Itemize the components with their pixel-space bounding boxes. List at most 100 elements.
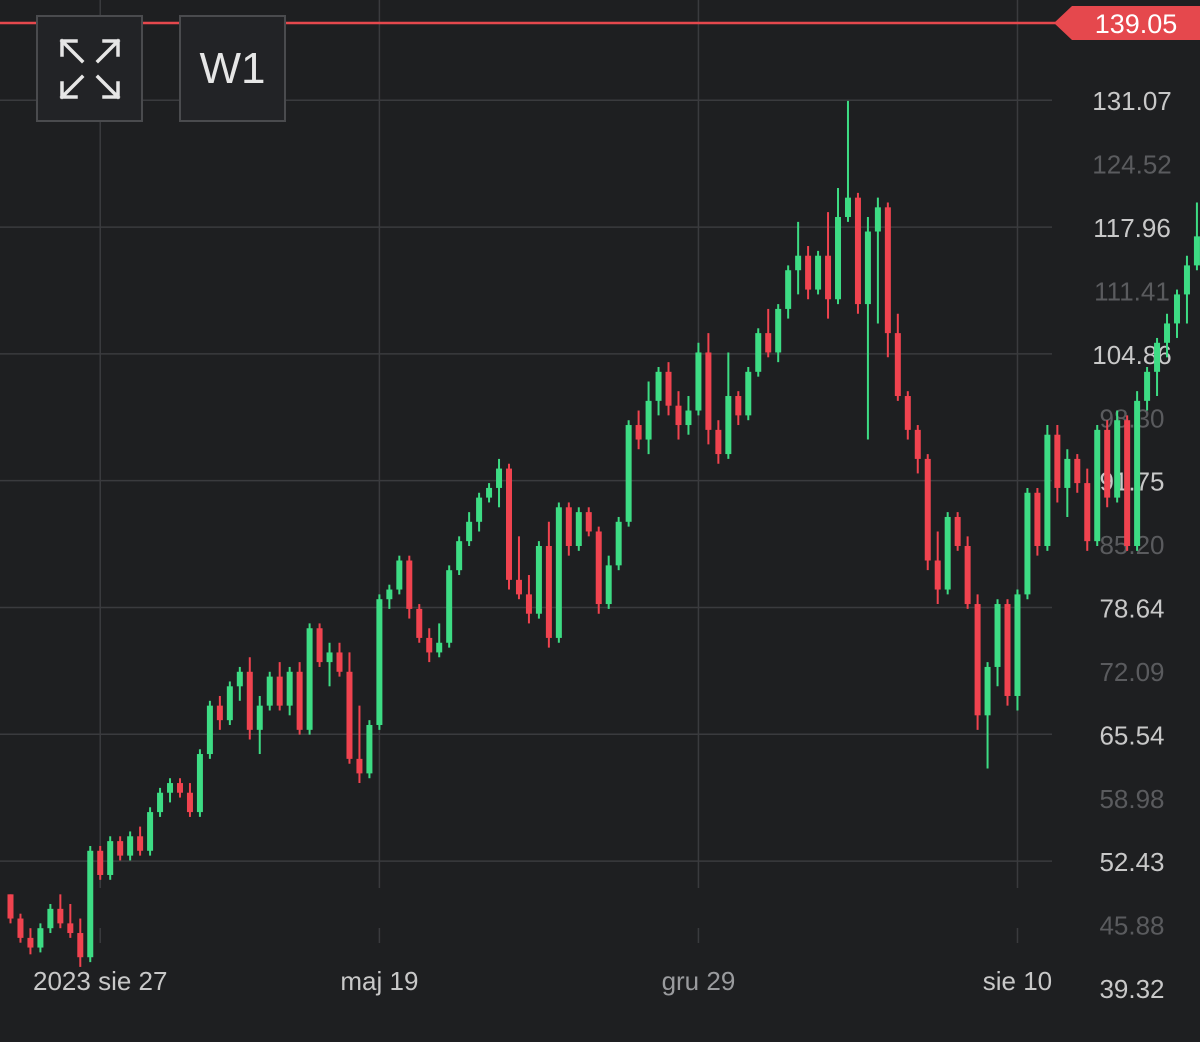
candle-down	[356, 758, 363, 774]
candle-down	[894, 333, 901, 397]
candle-down	[27, 937, 34, 948]
candle-down	[336, 652, 343, 672]
y-tick-label: 117.96	[1093, 213, 1171, 243]
y-tick-label: 52.43	[1099, 847, 1164, 877]
candle-up	[645, 400, 652, 440]
candle-down	[954, 516, 961, 546]
candle-down	[585, 512, 592, 532]
candle-down	[705, 352, 712, 430]
candle-down	[854, 197, 861, 305]
candle-up	[466, 521, 473, 542]
candle-down	[97, 850, 104, 875]
candle-up	[1164, 323, 1171, 343]
candle-up	[1193, 236, 1200, 266]
candle-up	[1154, 342, 1161, 372]
candle-up	[286, 671, 293, 706]
candle-up	[486, 487, 493, 498]
candle-up	[984, 666, 991, 716]
candle-down	[635, 425, 642, 440]
candle-up	[476, 497, 483, 522]
candle-up	[256, 705, 263, 730]
y-tick-label: 72.09	[1099, 657, 1164, 687]
candle-down	[1124, 420, 1131, 546]
candle-up	[306, 628, 313, 730]
candle-up	[655, 371, 662, 401]
candle-down	[715, 429, 722, 455]
candle-down	[924, 458, 931, 561]
candle-up	[535, 545, 542, 614]
candle-up	[147, 812, 154, 851]
candle-down	[406, 560, 413, 609]
candle-down	[735, 396, 742, 416]
candle-up	[127, 836, 134, 856]
candle-up	[874, 207, 881, 232]
candle-down	[884, 207, 891, 334]
candle-down	[914, 429, 921, 459]
candle-down	[186, 792, 193, 813]
candle-up	[1024, 492, 1031, 595]
y-tick-label: 85.20	[1099, 530, 1164, 560]
y-tick-label: 39.32	[1099, 974, 1164, 1004]
candle-up	[605, 565, 612, 605]
candle-up	[1134, 400, 1141, 546]
candle-down	[1104, 429, 1111, 498]
candle-up	[206, 705, 213, 755]
candle-down	[1074, 458, 1081, 484]
candle-up	[226, 686, 233, 721]
candle-up	[396, 560, 403, 590]
candle-up	[685, 410, 692, 426]
x-tick-label: 2023 sie 27	[33, 966, 167, 996]
x-tick-label: gru 29	[662, 966, 736, 996]
candle-up	[575, 512, 582, 546]
candle-down	[17, 918, 24, 938]
candle-down	[825, 255, 832, 300]
candle-up	[386, 589, 393, 600]
candle-up	[376, 599, 383, 726]
candle-up	[695, 352, 702, 411]
candle-up	[1044, 434, 1051, 546]
candle-down	[1054, 434, 1061, 488]
y-tick-label: 98.30	[1099, 403, 1164, 433]
candle-up	[615, 521, 622, 566]
candle-down	[665, 371, 672, 406]
candle-down	[765, 333, 772, 353]
timeframe-button[interactable]: W1	[179, 15, 286, 122]
candle-up	[1114, 420, 1121, 498]
candle-up	[745, 371, 752, 416]
candle-up	[1183, 265, 1190, 295]
candle-down	[67, 923, 74, 934]
y-tick-label: 45.88	[1099, 911, 1164, 941]
y-tick-label: 131.07	[1092, 86, 1172, 116]
candle-down	[77, 933, 84, 958]
candle-down	[7, 894, 14, 919]
x-tick-label: maj 19	[340, 966, 418, 996]
candle-down	[176, 783, 183, 793]
x-tick-label: sie 10	[983, 966, 1052, 996]
candle-up	[266, 676, 273, 706]
candle-up	[1094, 429, 1101, 542]
candle-down	[137, 836, 144, 851]
y-tick-label: 78.64	[1099, 594, 1164, 624]
expand-button[interactable]	[36, 15, 143, 122]
candle-down	[595, 531, 602, 605]
expand-arrows-icon	[59, 38, 120, 99]
candle-up	[944, 516, 951, 590]
candle-down	[1004, 604, 1011, 696]
candle-down	[57, 908, 64, 924]
candle-up	[864, 231, 871, 305]
candle-down	[545, 545, 552, 638]
candle-down	[416, 608, 423, 638]
candle-down	[974, 604, 981, 716]
candle-down	[934, 560, 941, 590]
candle-down	[216, 705, 223, 721]
y-tick-label: 124.52	[1092, 150, 1172, 180]
candle-down	[805, 255, 812, 290]
candle-up	[236, 671, 243, 687]
candle-up	[555, 507, 562, 638]
y-tick-label: 91.75	[1099, 467, 1164, 497]
timeframe-label: W1	[199, 43, 266, 93]
candle-down	[246, 671, 253, 730]
candle-up	[725, 396, 732, 455]
candle-up	[1173, 294, 1180, 324]
